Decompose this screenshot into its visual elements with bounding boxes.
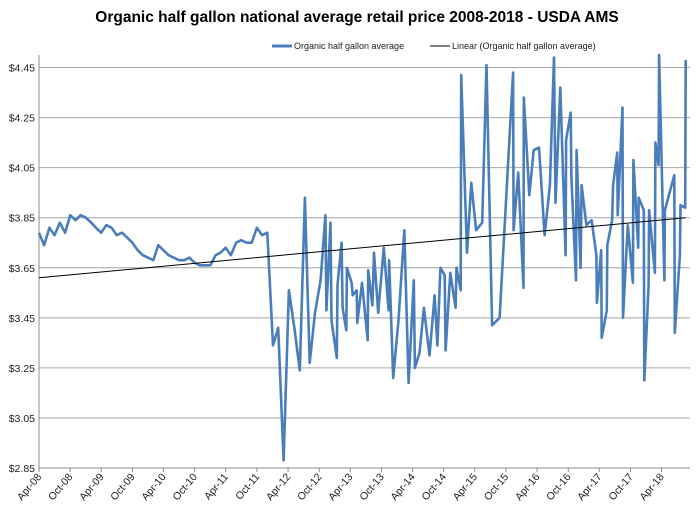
chart-title: Organic half gallon national average ret… — [95, 9, 618, 26]
y-tick-label: $3.85 — [9, 213, 35, 225]
y-tick-label: $4.45 — [9, 63, 35, 75]
gridlines — [39, 67, 690, 419]
y-tick-label: $3.65 — [9, 263, 35, 275]
x-tick-label: Apr-17 — [575, 471, 605, 503]
legend-label-series: Organic half gallon average — [294, 41, 404, 51]
y-tick-label: $3.45 — [9, 313, 35, 325]
x-tick-label: Apr-16 — [513, 471, 543, 503]
y-axis: $2.85 $3.05 $3.25 $3.45 $3.65 $3.85 $4.05 $4.25… — [9, 55, 40, 475]
x-tick-label: Apr-12 — [264, 471, 294, 503]
x-tick-label: Apr-13 — [326, 471, 356, 503]
x-tick-label: Oct-11 — [233, 471, 262, 502]
x-tick-label: Oct-14 — [420, 471, 450, 503]
y-tick-label: $2.85 — [9, 463, 35, 475]
x-tick-label: Apr-11 — [202, 471, 231, 502]
x-tick-label: Oct-17 — [606, 471, 636, 503]
x-tick-label: Oct-13 — [357, 471, 387, 503]
y-tick-label: $4.25 — [9, 113, 35, 125]
x-tick-label: Apr-14 — [388, 471, 418, 503]
x-tick-label: Apr-10 — [139, 471, 169, 503]
x-tick-label: Oct-15 — [482, 471, 512, 503]
plot-area — [37, 53, 688, 462]
x-axis: Apr-08 Oct-08 Apr-09 Oct-09 Apr-10 Oct-10 Apr-… — [15, 467, 690, 503]
x-tick-label: Oct-09 — [108, 471, 138, 503]
y-tick-label: $3.25 — [9, 363, 35, 375]
x-tick-label: Apr-18 — [637, 471, 667, 503]
x-tick-label: Oct-10 — [170, 471, 200, 503]
y-tick-label: $4.05 — [9, 163, 35, 175]
x-tick-label: Apr-09 — [77, 471, 107, 503]
x-tick-label: Apr-08 — [15, 471, 45, 503]
x-tick-label: Oct-08 — [46, 471, 76, 503]
legend-label-trendline: Linear (Organic half gallon average) — [452, 41, 596, 51]
x-tick-label: Oct-16 — [544, 471, 574, 503]
series-line — [37, 53, 688, 462]
y-tick-label: $3.05 — [9, 413, 35, 425]
legend: Organic half gallon average Linear (Orga… — [272, 41, 596, 51]
x-tick-label: Oct-12 — [295, 471, 325, 503]
trendline — [38, 217, 686, 279]
x-tick-label: Apr-15 — [451, 471, 481, 503]
